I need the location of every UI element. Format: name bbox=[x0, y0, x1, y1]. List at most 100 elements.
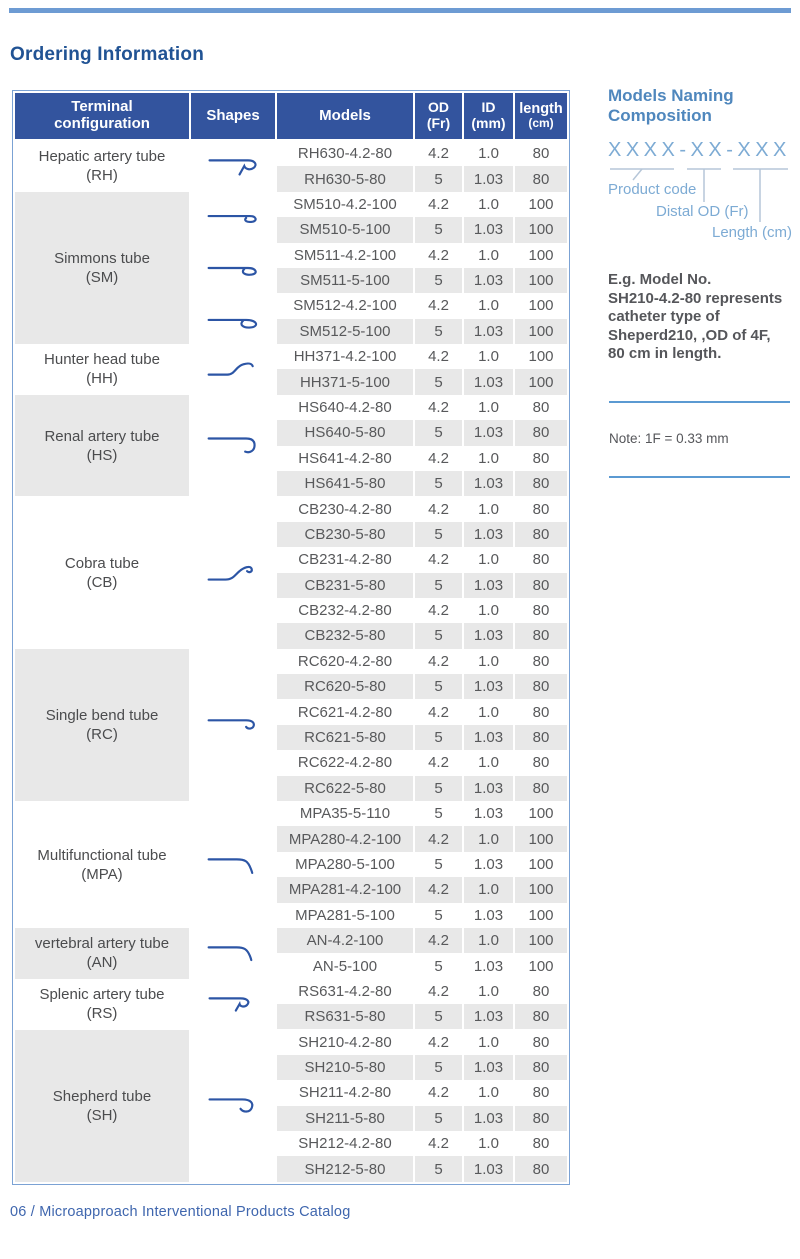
table-row: SH210-5-80 5 1.03 80 bbox=[277, 1054, 567, 1081]
shape-cell bbox=[191, 649, 275, 801]
od-cell: 4.2 bbox=[415, 496, 462, 522]
od-cell: 5 bbox=[415, 851, 462, 878]
ordering-table: Terminal configuration Shapes Models OD … bbox=[12, 90, 570, 1185]
shapes-column bbox=[191, 978, 275, 1030]
terminal-configuration-cell: Hepatic artery tube (RH) bbox=[15, 141, 189, 192]
table-row: AN-4.2-100 4.2 1.0 100 bbox=[277, 927, 567, 954]
mpa-shape-icon bbox=[207, 857, 254, 874]
terminal-configuration-cell: Hunter head tube (HH) bbox=[15, 344, 189, 395]
length-cell: 80 bbox=[515, 623, 567, 649]
model-cell: RH630-4.2-80 bbox=[277, 141, 413, 167]
model-cell: RS631-5-80 bbox=[277, 1004, 413, 1030]
table-row: SM512-5-100 5 1.03 100 bbox=[277, 318, 567, 345]
shape-cell bbox=[191, 801, 275, 928]
group-name: Hunter head tube bbox=[44, 351, 160, 369]
table-row: MPA280-4.2-100 4.2 1.0 100 bbox=[277, 826, 567, 852]
id-cell: 1.0 bbox=[464, 394, 513, 421]
id-cell: 1.0 bbox=[464, 750, 513, 776]
od-cell: 5 bbox=[415, 623, 462, 649]
model-cell: SM512-4.2-100 bbox=[277, 293, 413, 319]
table-row: RH630-4.2-80 4.2 1.0 80 bbox=[277, 141, 567, 167]
id-cell: 1.0 bbox=[464, 344, 513, 370]
od-cell: 4.2 bbox=[415, 826, 462, 852]
table-header-row: Terminal configuration Shapes Models OD … bbox=[15, 93, 567, 139]
table-row: HS640-4.2-80 4.2 1.0 80 bbox=[277, 394, 567, 421]
id-cell: 1.03 bbox=[464, 420, 513, 446]
length-cell: 100 bbox=[515, 927, 567, 954]
shape-cell bbox=[191, 141, 275, 192]
model-cell: RC621-4.2-80 bbox=[277, 699, 413, 725]
models-rows: SH210-4.2-80 4.2 1.0 80 SH210-5-80 5 1.03 80 SH2… bbox=[277, 1029, 567, 1182]
length-cell: 80 bbox=[515, 597, 567, 624]
table-row: RC620-5-80 5 1.03 80 bbox=[277, 674, 567, 700]
header-length-line1: length bbox=[519, 100, 563, 117]
model-cell: HS640-4.2-80 bbox=[277, 394, 413, 421]
table-row: CB230-5-80 5 1.03 80 bbox=[277, 521, 567, 548]
table-row: MPA281-4.2-100 4.2 1.0 100 bbox=[277, 877, 567, 903]
length-cell: 80 bbox=[515, 1004, 567, 1030]
od-cell: 5 bbox=[415, 470, 462, 497]
table-row: RS631-5-80 5 1.03 80 bbox=[277, 1004, 567, 1030]
length-cell: 100 bbox=[515, 902, 567, 928]
length-cell: 100 bbox=[515, 801, 567, 827]
model-cell: SH211-5-80 bbox=[277, 1105, 413, 1131]
header-models: Models bbox=[277, 93, 413, 139]
length-cell: 100 bbox=[515, 217, 567, 243]
table-body: Hepatic artery tube (RH) RH630-4.2-80 4.2 1.… bbox=[15, 141, 567, 1182]
simmons-curl-2-icon bbox=[207, 266, 257, 276]
group-code: (AN) bbox=[86, 954, 118, 972]
length-cell: 80 bbox=[515, 394, 567, 421]
od-cell: 5 bbox=[415, 775, 462, 801]
rc-shape-icon bbox=[207, 719, 255, 730]
table-row: RC621-5-80 5 1.03 80 bbox=[277, 724, 567, 751]
table-group: Renal artery tube (HS) HS640-4.2-80 4.2 1.0 8… bbox=[15, 394, 567, 497]
model-cell: CB231-4.2-80 bbox=[277, 547, 413, 573]
od-cell: 4.2 bbox=[415, 293, 462, 319]
terminal-configuration-cell: Renal artery tube (HS) bbox=[15, 394, 189, 497]
cb-shape-icon bbox=[207, 565, 253, 581]
id-cell: 1.0 bbox=[464, 1080, 513, 1106]
model-cell: MPA280-5-100 bbox=[277, 851, 413, 878]
length-cell: 80 bbox=[515, 166, 567, 192]
model-cell: MPA280-4.2-100 bbox=[277, 826, 413, 852]
id-cell: 1.03 bbox=[464, 470, 513, 497]
table-row: RC622-5-80 5 1.03 80 bbox=[277, 775, 567, 801]
length-cell: 100 bbox=[515, 369, 567, 395]
model-cell: SM512-5-100 bbox=[277, 318, 413, 345]
header-id-mm: ID (mm) bbox=[464, 93, 513, 139]
od-cell: 4.2 bbox=[415, 1029, 462, 1055]
id-cell: 1.03 bbox=[464, 267, 513, 294]
length-cell: 100 bbox=[515, 318, 567, 345]
terminal-configuration-cell: Cobra tube (CB) bbox=[15, 496, 189, 649]
table-group: Hepatic artery tube (RH) RH630-4.2-80 4.2 1.… bbox=[15, 141, 567, 192]
model-cell: AN-4.2-100 bbox=[277, 927, 413, 954]
page-title: Ordering Information bbox=[10, 44, 204, 65]
model-cell: SM511-4.2-100 bbox=[277, 242, 413, 268]
table-row: SH212-5-80 5 1.03 80 bbox=[277, 1156, 567, 1182]
table-row: SM510-5-100 5 1.03 100 bbox=[277, 217, 567, 243]
model-cell: SM510-4.2-100 bbox=[277, 191, 413, 218]
model-cell: CB230-4.2-80 bbox=[277, 496, 413, 522]
model-cell: RC620-5-80 bbox=[277, 674, 413, 700]
length-cell: 100 bbox=[515, 267, 567, 294]
models-rows: AN-4.2-100 4.2 1.0 100 AN-5-100 5 1.03 100 bbox=[277, 927, 567, 979]
od-cell: 4.2 bbox=[415, 978, 462, 1005]
od-cell: 4.2 bbox=[415, 927, 462, 954]
od-cell: 5 bbox=[415, 1156, 462, 1182]
id-cell: 1.03 bbox=[464, 1004, 513, 1030]
model-cell: HS640-5-80 bbox=[277, 420, 413, 446]
od-cell: 4.2 bbox=[415, 648, 462, 675]
table-row: CB232-5-80 5 1.03 80 bbox=[277, 623, 567, 649]
id-cell: 1.03 bbox=[464, 1105, 513, 1131]
table-row: SH211-4.2-80 4.2 1.0 80 bbox=[277, 1080, 567, 1106]
id-cell: 1.0 bbox=[464, 1131, 513, 1157]
table-row: CB231-5-80 5 1.03 80 bbox=[277, 572, 567, 598]
models-rows: RH630-4.2-80 4.2 1.0 80 RH630-5-80 5 1.03 80 bbox=[277, 141, 567, 192]
length-cell: 80 bbox=[515, 699, 567, 725]
length-cell: 80 bbox=[515, 648, 567, 675]
model-cell: RC622-4.2-80 bbox=[277, 750, 413, 776]
id-cell: 1.03 bbox=[464, 851, 513, 878]
id-cell: 1.03 bbox=[464, 1054, 513, 1081]
label-distal-od: Distal OD (Fr) bbox=[656, 203, 749, 220]
od-cell: 5 bbox=[415, 801, 462, 827]
